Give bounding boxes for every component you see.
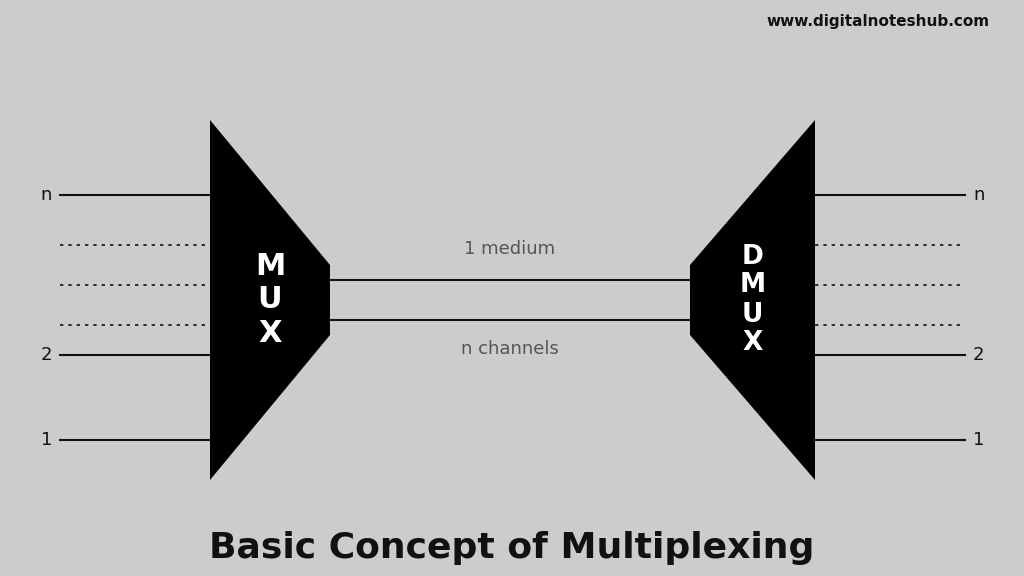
Text: n: n bbox=[973, 186, 984, 204]
Text: 1: 1 bbox=[973, 431, 984, 449]
Text: n channels: n channels bbox=[461, 340, 559, 358]
Text: Basic Concept of Multiplexing: Basic Concept of Multiplexing bbox=[209, 531, 815, 565]
Text: 1: 1 bbox=[41, 431, 52, 449]
Polygon shape bbox=[690, 120, 815, 480]
Text: 2: 2 bbox=[973, 346, 984, 364]
Polygon shape bbox=[210, 120, 330, 480]
Text: D
M
U
X: D M U X bbox=[739, 244, 766, 357]
Text: n: n bbox=[41, 186, 52, 204]
Text: 1 medium: 1 medium bbox=[465, 240, 556, 258]
Text: 2: 2 bbox=[41, 346, 52, 364]
Text: www.digitalnoteshub.com: www.digitalnoteshub.com bbox=[767, 14, 990, 29]
Text: M
U
X: M U X bbox=[255, 252, 286, 348]
